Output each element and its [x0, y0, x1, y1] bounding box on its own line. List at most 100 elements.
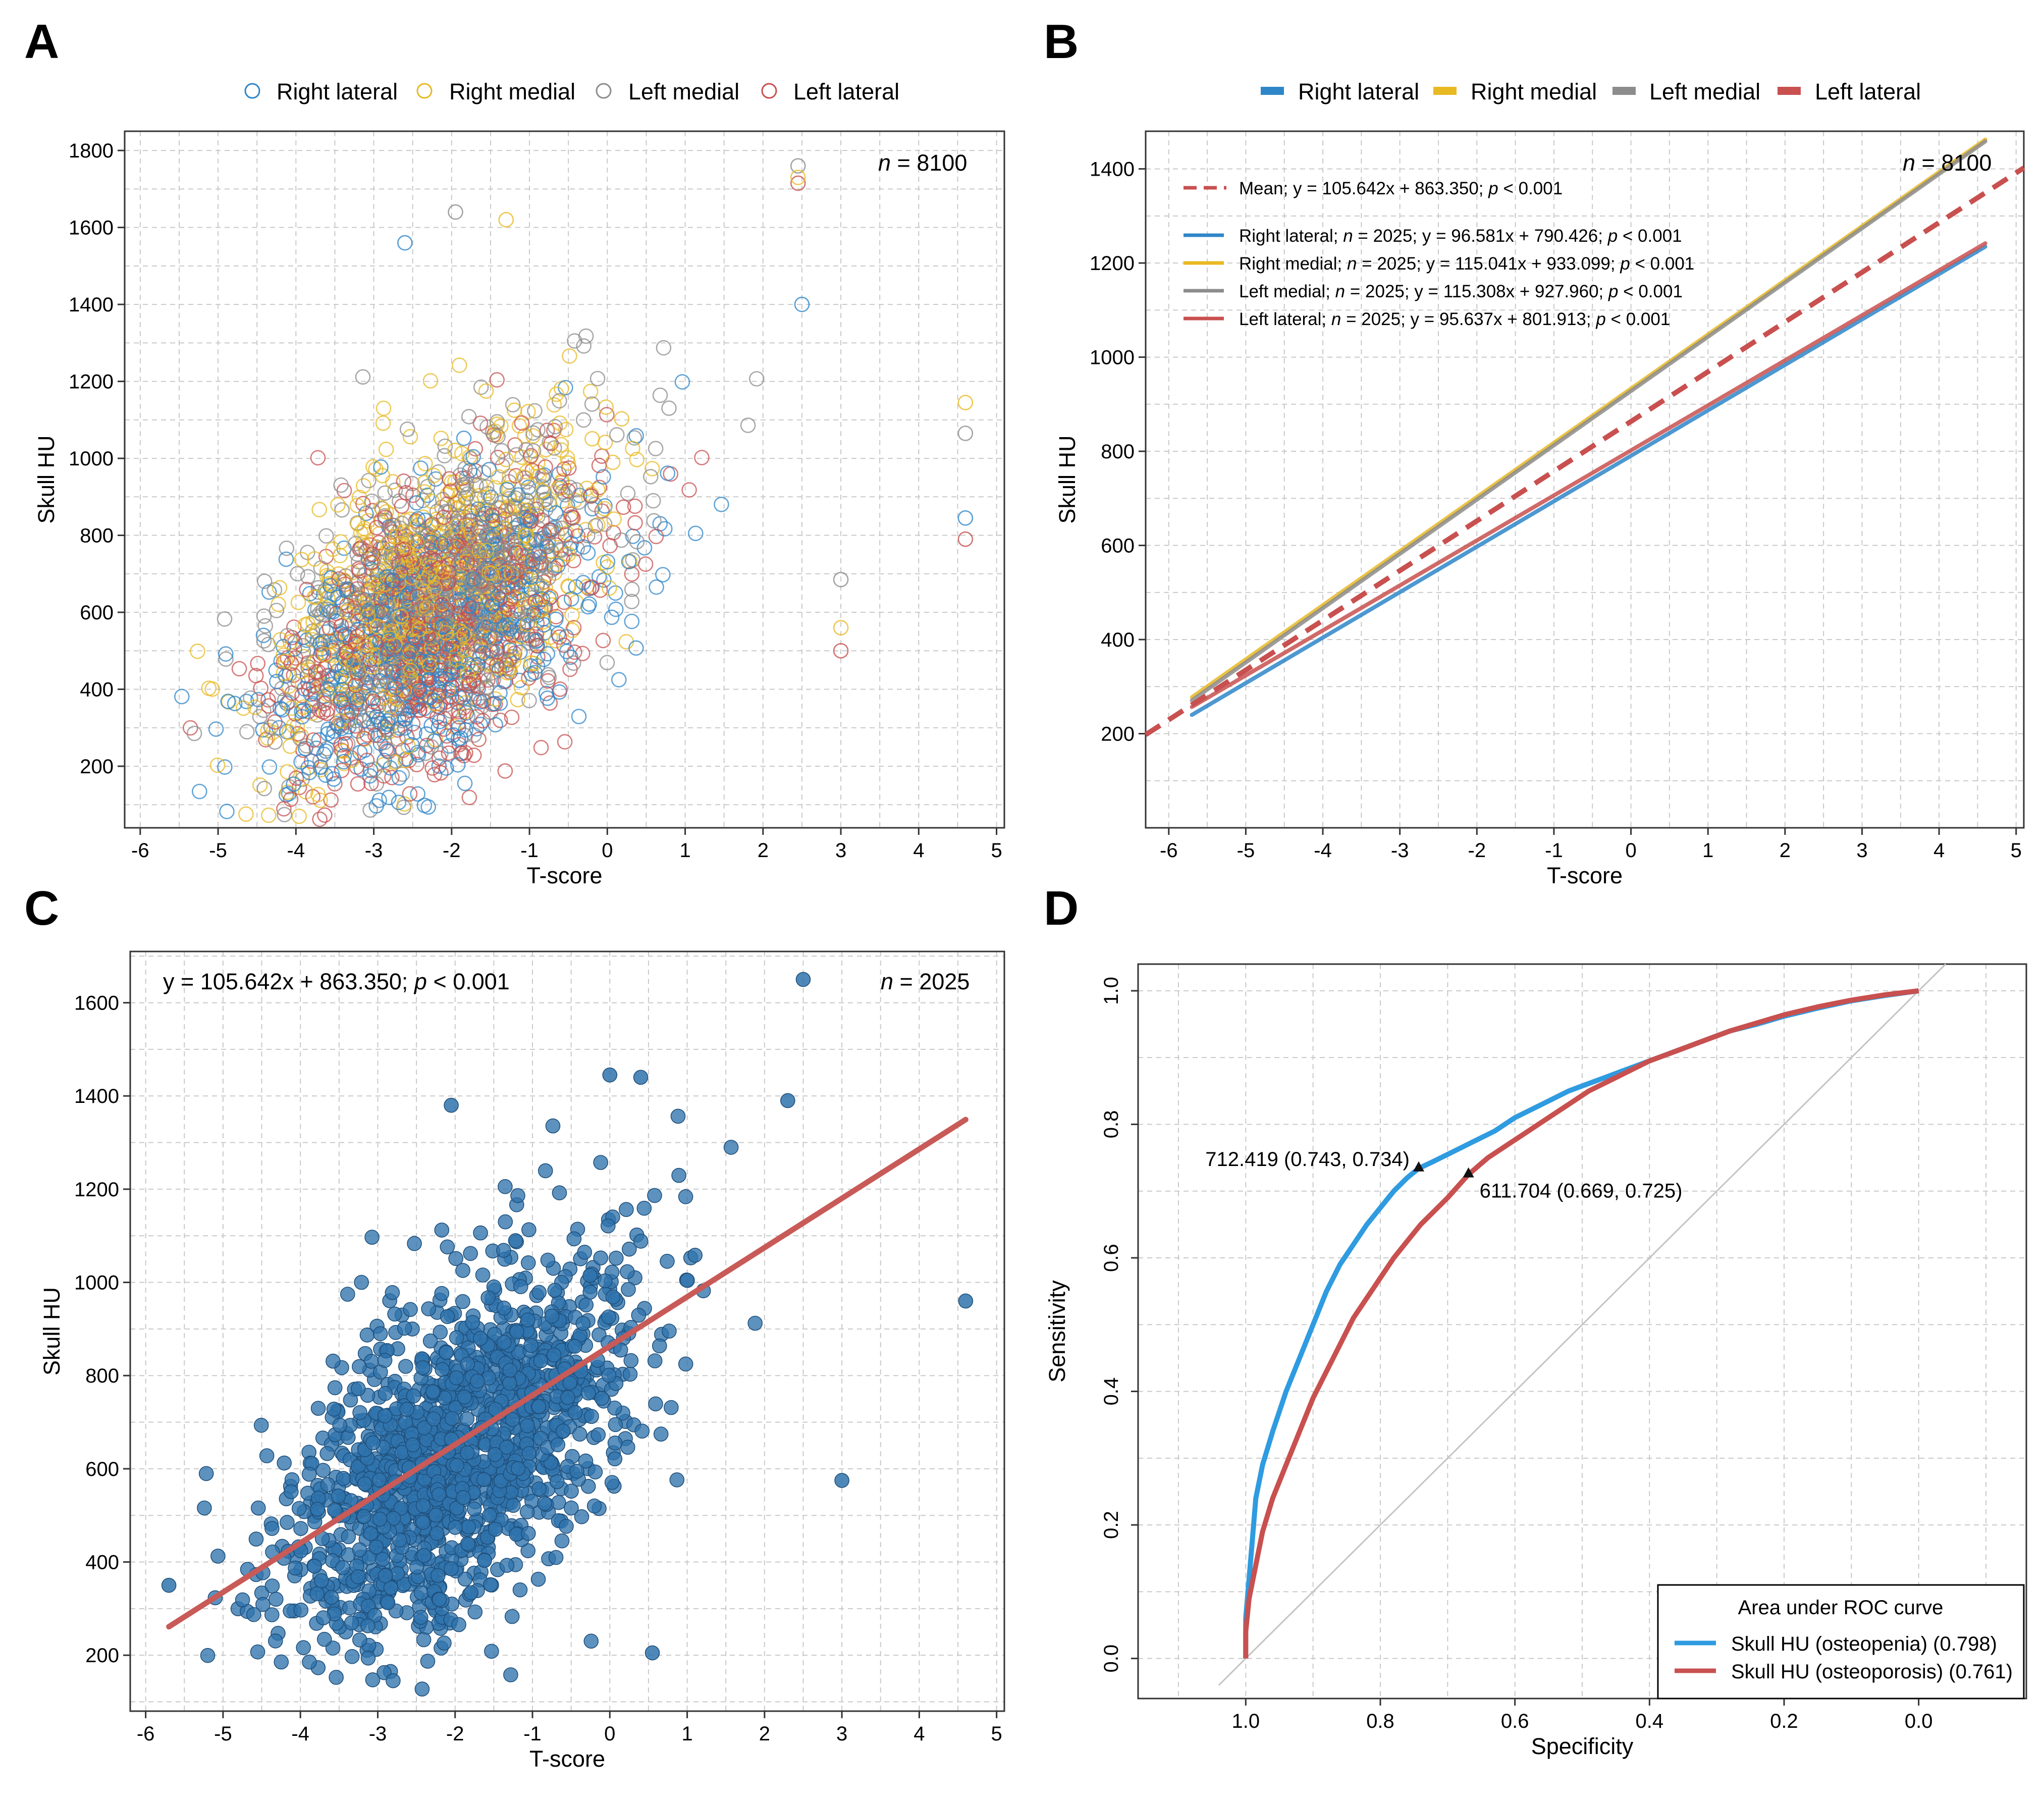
panel-c-point — [352, 1542, 367, 1558]
panel-a-point — [576, 412, 591, 428]
panel-c-point — [620, 1264, 635, 1280]
panel-c-point — [520, 1312, 535, 1328]
panel-c-ytick-label: 800 — [85, 1365, 119, 1387]
panel-a-xtick-label: 2 — [758, 839, 769, 862]
panel-c-point — [621, 1282, 636, 1297]
panel-c-point — [533, 1353, 549, 1368]
panel-a-point — [458, 705, 474, 721]
panel-d-xtick-label: 0.2 — [1770, 1710, 1798, 1732]
panel-a-ytick-label: 400 — [80, 679, 114, 701]
panel-a-point — [340, 712, 356, 728]
eq-b-rm-n: n — [1347, 254, 1357, 274]
panel-a-point — [580, 545, 596, 561]
panel-a-point — [259, 730, 276, 746]
panel-a-xtick-label: -6 — [131, 839, 149, 862]
panel-c-point — [283, 1484, 299, 1499]
panel-a-point — [656, 340, 672, 356]
panel-c-point — [482, 1508, 497, 1523]
panel-c-point — [466, 1501, 482, 1517]
eq-b-ll-b: = 2025; y = 95.637x + 801.913; — [1341, 309, 1596, 329]
panel-c-point — [264, 1578, 280, 1594]
panel-c-point — [477, 1553, 492, 1568]
panel-c-point — [397, 1320, 412, 1336]
panel-c-point — [631, 1307, 647, 1323]
eq-b-lm-c: < 0.001 — [1618, 282, 1682, 301]
panel-c-point — [633, 1234, 649, 1249]
panel-b-n-italic: n — [1903, 150, 1915, 176]
panel-c-point — [521, 1255, 536, 1270]
panel-c-point — [678, 1189, 693, 1204]
panel-a-point — [260, 807, 277, 823]
panel-c-outlier-point — [602, 1067, 618, 1083]
panel-a-point — [300, 681, 316, 697]
eq-b-mean-b: < 0.001 — [1498, 179, 1563, 198]
panel-a: A Right lateral Right medial Left medial… — [24, 15, 1005, 888]
panel-c-point — [250, 1644, 265, 1660]
panel-c-point — [296, 1640, 311, 1655]
panel-c-point — [320, 1477, 336, 1492]
panel-c-point — [350, 1569, 366, 1584]
eq-b-lm-a: Left medial; — [1239, 282, 1335, 301]
panel-a-point — [333, 477, 349, 493]
panel-b-ytick-label: 800 — [1101, 441, 1135, 463]
panel-b-xtick-label: -1 — [1545, 839, 1563, 862]
legend-a-left-lateral-marker — [761, 83, 777, 99]
panel-c-point — [652, 1338, 667, 1354]
panel-c-point — [609, 1250, 624, 1266]
panel-a-point — [355, 369, 371, 385]
panel-a-point — [655, 567, 671, 582]
panel-c-point — [521, 1526, 536, 1541]
panel-a-point — [260, 692, 276, 708]
panel-b-ytick-label: 1200 — [1090, 252, 1135, 275]
legend-b-left-lateral-label: Left lateral — [1815, 79, 1921, 104]
panel-a-point — [282, 738, 298, 754]
panel-c-point — [360, 1618, 375, 1633]
panel-a-point — [694, 450, 710, 465]
panel-a-point — [548, 505, 564, 521]
panel-a-point — [556, 594, 572, 610]
panel-c-point — [465, 1315, 480, 1330]
eq-b-right-lateral-label: Right lateral; n = 2025; y = 96.581x + 7… — [1239, 226, 1682, 246]
panel-a-point — [627, 498, 643, 514]
panel-c-point — [521, 1222, 536, 1238]
panel-a-point — [238, 806, 254, 822]
panel-a-point — [256, 780, 273, 797]
panel-c-point — [364, 1230, 380, 1245]
panel-a-xtick-label: -3 — [365, 839, 383, 862]
panel-c-point — [332, 1417, 348, 1433]
panel-a-xtick-label: 4 — [913, 839, 924, 862]
panel-c-point — [530, 1571, 546, 1587]
eq-b-rm-b: = 2025; y = 115.041x + 933.099; — [1357, 254, 1620, 274]
panel-c-point — [316, 1631, 332, 1647]
panel-c-point — [352, 1405, 367, 1420]
panel-c-point — [593, 1155, 608, 1170]
panel-a-point — [541, 570, 557, 586]
panel-c-point — [264, 1521, 280, 1536]
panel-c-point — [457, 1571, 473, 1587]
panel-c-outlier-point — [633, 1070, 649, 1085]
panel-c-point — [326, 1401, 342, 1417]
panel-c-point — [662, 1323, 677, 1339]
panel-a-point — [451, 357, 467, 373]
panel-a-point — [740, 417, 756, 433]
panel-c-ylabel: Skull HU — [39, 1287, 65, 1375]
panel-c-point — [248, 1531, 264, 1547]
panel-a-xtick-label: -5 — [209, 839, 227, 862]
panel-c-point — [475, 1267, 491, 1283]
panel-a-point — [521, 693, 537, 709]
panel-c-xtick-label: -1 — [523, 1723, 542, 1745]
panel-c-point — [552, 1185, 567, 1200]
panel-c-point — [341, 1529, 356, 1545]
panel-c-point — [399, 1402, 415, 1417]
eq-b-ll-a: Left lateral; — [1239, 309, 1331, 329]
panel-c-outlier-point — [780, 1093, 795, 1108]
panel-a-point — [567, 644, 582, 660]
panel-c-xlabel: T-score — [529, 1746, 605, 1772]
panel-c-point — [519, 1504, 535, 1519]
panel-a-point — [413, 460, 428, 476]
panel-a-point — [584, 501, 600, 517]
panel-c-point — [307, 1559, 322, 1574]
panel-c-point — [467, 1604, 483, 1620]
panel-c-point — [607, 1451, 623, 1466]
panel-d-xlabel: Specificity — [1531, 1733, 1634, 1759]
